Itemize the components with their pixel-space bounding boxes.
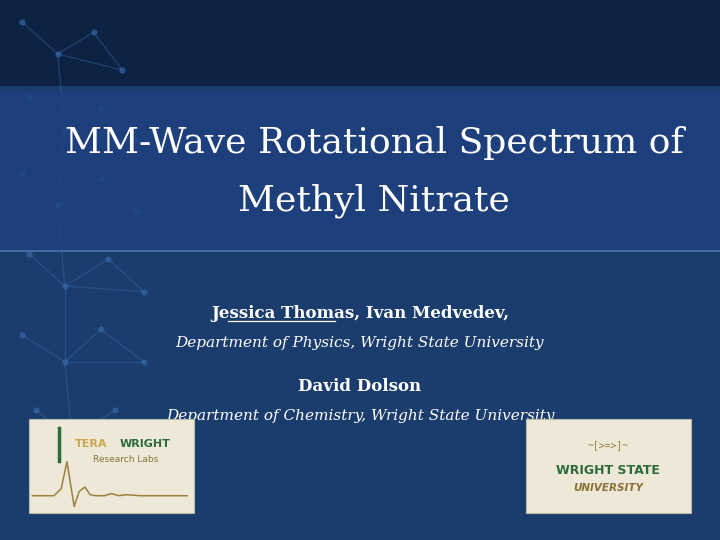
FancyBboxPatch shape	[29, 418, 194, 513]
Text: Research Labs: Research Labs	[94, 455, 158, 464]
Text: TERA: TERA	[75, 439, 108, 449]
Bar	[0, 0, 720, 86]
Text: Department of Physics, Wright State University: Department of Physics, Wright State Univ…	[176, 336, 544, 350]
FancyBboxPatch shape	[526, 418, 691, 513]
Text: Methyl Nitrate: Methyl Nitrate	[238, 184, 510, 218]
Text: ~[>=>]~: ~[>=>]~	[588, 440, 629, 450]
Text: WRIGHT STATE: WRIGHT STATE	[557, 464, 660, 477]
Text: UNIVERSITY: UNIVERSITY	[573, 483, 644, 494]
Text: David Dolson: David Dolson	[298, 377, 422, 395]
Text: WRIGHT: WRIGHT	[120, 439, 171, 449]
Bar	[0, 92, 720, 251]
Text: MM-Wave Rotational Spectrum of: MM-Wave Rotational Spectrum of	[65, 126, 684, 160]
Text: Jessica Thomas, Ivan Medvedev,: Jessica Thomas, Ivan Medvedev,	[211, 305, 509, 322]
Text: Department of Chemistry, Wright State University: Department of Chemistry, Wright State Un…	[166, 409, 554, 423]
